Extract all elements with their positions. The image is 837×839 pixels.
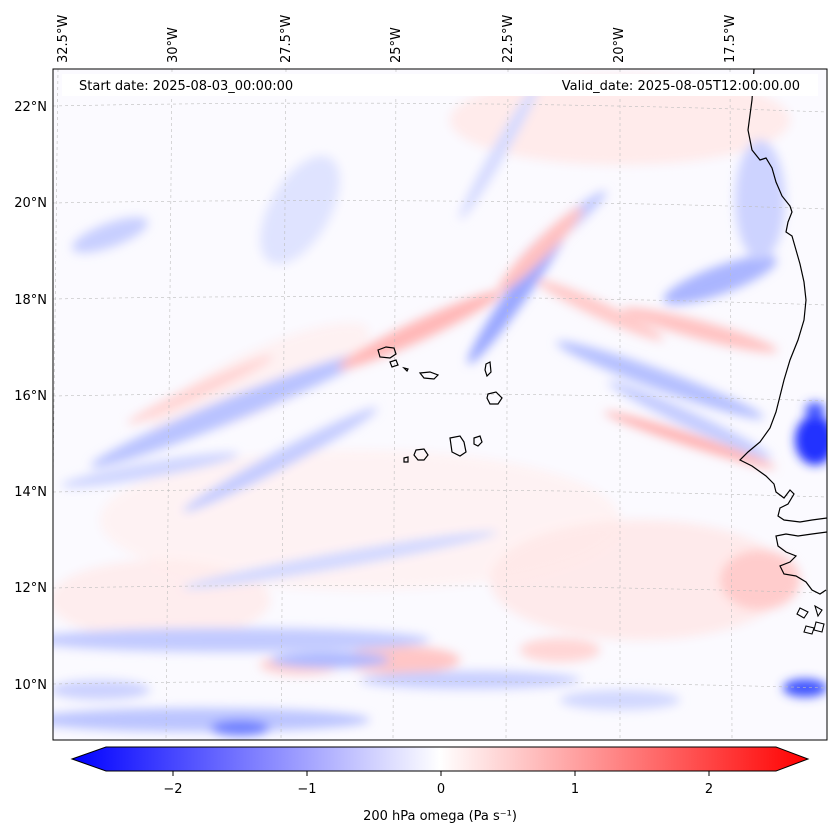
lon-label: 30°W	[166, 27, 181, 63]
colorbar-label: 200 hPa omega (Pa s⁻¹)	[363, 809, 517, 824]
colorbar-tick-label: −1	[297, 782, 316, 797]
latitude-axis: 22°N 20°N 18°N 16°N 14°N 12°N 10°N	[14, 100, 47, 693]
lon-label: 25°W	[389, 27, 404, 63]
lat-label: 22°N	[14, 100, 47, 115]
map-frame	[52, 68, 828, 741]
valid-date-label: Valid_date: 2025-08-05T12:00:00.00	[562, 79, 800, 94]
colorbar-tick-label: 1	[571, 782, 579, 797]
guinea-bissau-coastline	[775, 531, 827, 595]
bijagos-islands	[796, 604, 825, 635]
lat-label: 14°N	[14, 485, 47, 500]
lat-label: 12°N	[14, 581, 47, 596]
colorbar-ticks: −2 −1 0 1 2	[163, 771, 713, 797]
cabo-verde-islands	[377, 346, 503, 463]
lon-label: 32.5°W	[56, 15, 71, 63]
lat-label: 16°N	[14, 389, 47, 404]
colorbar-tick-label: 0	[437, 782, 445, 797]
lat-label: 20°N	[14, 196, 47, 211]
lon-label: 20°W	[612, 27, 627, 63]
lat-label: 10°N	[14, 678, 47, 693]
longitude-axis: 32.5°W 30°W 27.5°W 25°W 22.5°W 20°W 17.5…	[56, 15, 738, 63]
lon-label: 17.5°W	[723, 15, 738, 63]
start-date-label: Start date: 2025-08-03_00:00:00	[79, 79, 293, 94]
africa-coastline	[738, 69, 827, 523]
lat-label: 18°N	[14, 293, 47, 308]
map-panel: Start date: 2025-08-03_00:00:00 Valid_da…	[52, 68, 828, 741]
colorbar-tick-label: 2	[705, 782, 713, 797]
lon-label: 27.5°W	[279, 15, 294, 63]
colorbar-tick-label: −2	[163, 782, 182, 797]
header-band	[62, 74, 818, 96]
colorbar: −2 −1 0 1 2 200 hPa omega (Pa s⁻¹)	[70, 746, 810, 824]
gridlines	[53, 69, 827, 740]
lon-label: 22.5°W	[501, 15, 516, 63]
colorbar-body	[70, 746, 810, 772]
omega-field	[53, 69, 827, 740]
